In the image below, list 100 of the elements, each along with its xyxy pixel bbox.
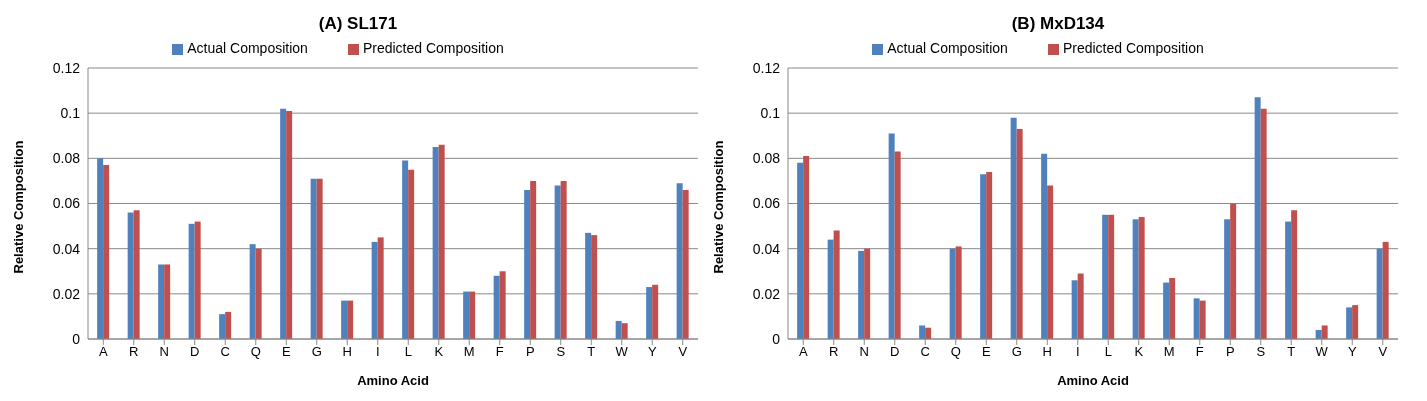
bar	[1193, 298, 1200, 339]
y-tick-label: 0	[72, 330, 81, 347]
bar	[377, 237, 384, 339]
chart-title: (B) MxD134	[1010, 14, 1106, 35]
bar	[797, 162, 804, 339]
y-tick-label: 0.12	[52, 59, 81, 76]
bar	[1169, 278, 1176, 339]
x-tick-label: F	[495, 344, 504, 360]
bar	[1321, 325, 1328, 339]
bar	[986, 171, 993, 339]
bar	[530, 180, 537, 339]
x-tick-label: P	[525, 344, 535, 360]
x-tick-label: M	[1163, 344, 1175, 360]
x-axis-title: Amino Acid	[357, 373, 429, 388]
x-tick-label: I	[375, 344, 380, 360]
bar	[1199, 300, 1206, 339]
bar	[158, 264, 165, 339]
bar	[1016, 128, 1023, 339]
bar	[1041, 153, 1048, 339]
x-tick-label: Q	[950, 344, 961, 360]
y-tick-label: 0.08	[752, 150, 781, 167]
x-tick-label: S	[556, 344, 566, 360]
bar	[347, 300, 354, 339]
y-tick-label: 0.04	[52, 240, 81, 257]
bar	[97, 158, 104, 339]
bar	[621, 323, 628, 339]
bar	[310, 178, 317, 339]
bar	[803, 156, 810, 339]
bar	[1102, 214, 1109, 339]
x-tick-label: N	[859, 344, 869, 360]
x-tick-label: H	[1042, 344, 1052, 360]
x-tick-label: R	[129, 344, 139, 360]
y-tick-label: 0.02	[52, 285, 81, 302]
x-tick-label: G	[311, 344, 322, 360]
bar	[249, 244, 256, 339]
bar	[980, 174, 987, 339]
x-tick-label: V	[1378, 344, 1388, 360]
bar	[955, 246, 962, 339]
x-tick-label: T	[1287, 344, 1296, 360]
bar	[402, 160, 409, 339]
bar	[919, 325, 926, 339]
bar	[164, 264, 171, 339]
x-tick-label: E	[981, 344, 991, 360]
x-tick-label: A	[98, 344, 108, 360]
bar	[949, 248, 956, 339]
bar	[469, 291, 476, 339]
x-tick-label: V	[678, 344, 688, 360]
y-tick-label: 0.06	[52, 195, 81, 212]
bar	[646, 287, 653, 339]
bar	[133, 210, 140, 339]
bar	[438, 144, 445, 339]
x-tick-label: L	[404, 344, 412, 360]
x-tick-label: S	[1256, 344, 1266, 360]
bar	[888, 133, 895, 339]
x-tick-label: D	[890, 344, 900, 360]
bar	[524, 189, 531, 339]
bar	[1285, 221, 1292, 339]
x-tick-label: W	[1315, 344, 1329, 360]
bar	[652, 284, 659, 339]
bar	[127, 212, 134, 339]
bar	[682, 189, 689, 339]
y-tick-label: 0.02	[752, 285, 781, 302]
x-tick-label: G	[1011, 344, 1022, 360]
bar	[1010, 117, 1017, 339]
y-tick-label: 0.1	[760, 105, 781, 122]
x-tick-label: K	[434, 344, 444, 360]
bar	[1077, 273, 1084, 339]
bar	[1163, 282, 1170, 339]
x-tick-label: E	[281, 344, 291, 360]
bar	[1346, 307, 1353, 339]
bar	[255, 248, 262, 339]
bar	[827, 239, 834, 339]
x-tick-label: C	[920, 344, 930, 360]
bar	[1132, 219, 1139, 339]
x-tick-label: W	[615, 344, 629, 360]
bar	[1138, 217, 1145, 339]
bar	[1108, 214, 1115, 339]
y-tick-label: 0.04	[752, 240, 781, 257]
bar	[560, 180, 567, 339]
legend-label: Predicted Composition	[362, 40, 504, 56]
x-tick-label: K	[1134, 344, 1144, 360]
x-tick-label: Q	[250, 344, 261, 360]
bar	[591, 235, 598, 339]
bar	[676, 183, 683, 339]
y-axis-title: Relative Composition	[710, 140, 726, 274]
bar	[615, 320, 622, 339]
bar	[463, 291, 470, 339]
x-tick-label: I	[1075, 344, 1080, 360]
x-tick-label: P	[1225, 344, 1235, 360]
bar	[1260, 108, 1267, 339]
bar	[341, 300, 348, 339]
bar	[316, 178, 323, 339]
bar	[1382, 241, 1389, 339]
bar	[1071, 280, 1078, 339]
x-tick-label: R	[829, 344, 839, 360]
x-tick-label: F	[1195, 344, 1204, 360]
x-tick-label: C	[220, 344, 230, 360]
x-tick-label: Y	[1347, 344, 1357, 360]
x-tick-label: M	[463, 344, 475, 360]
y-tick-label: 0.08	[52, 150, 81, 167]
